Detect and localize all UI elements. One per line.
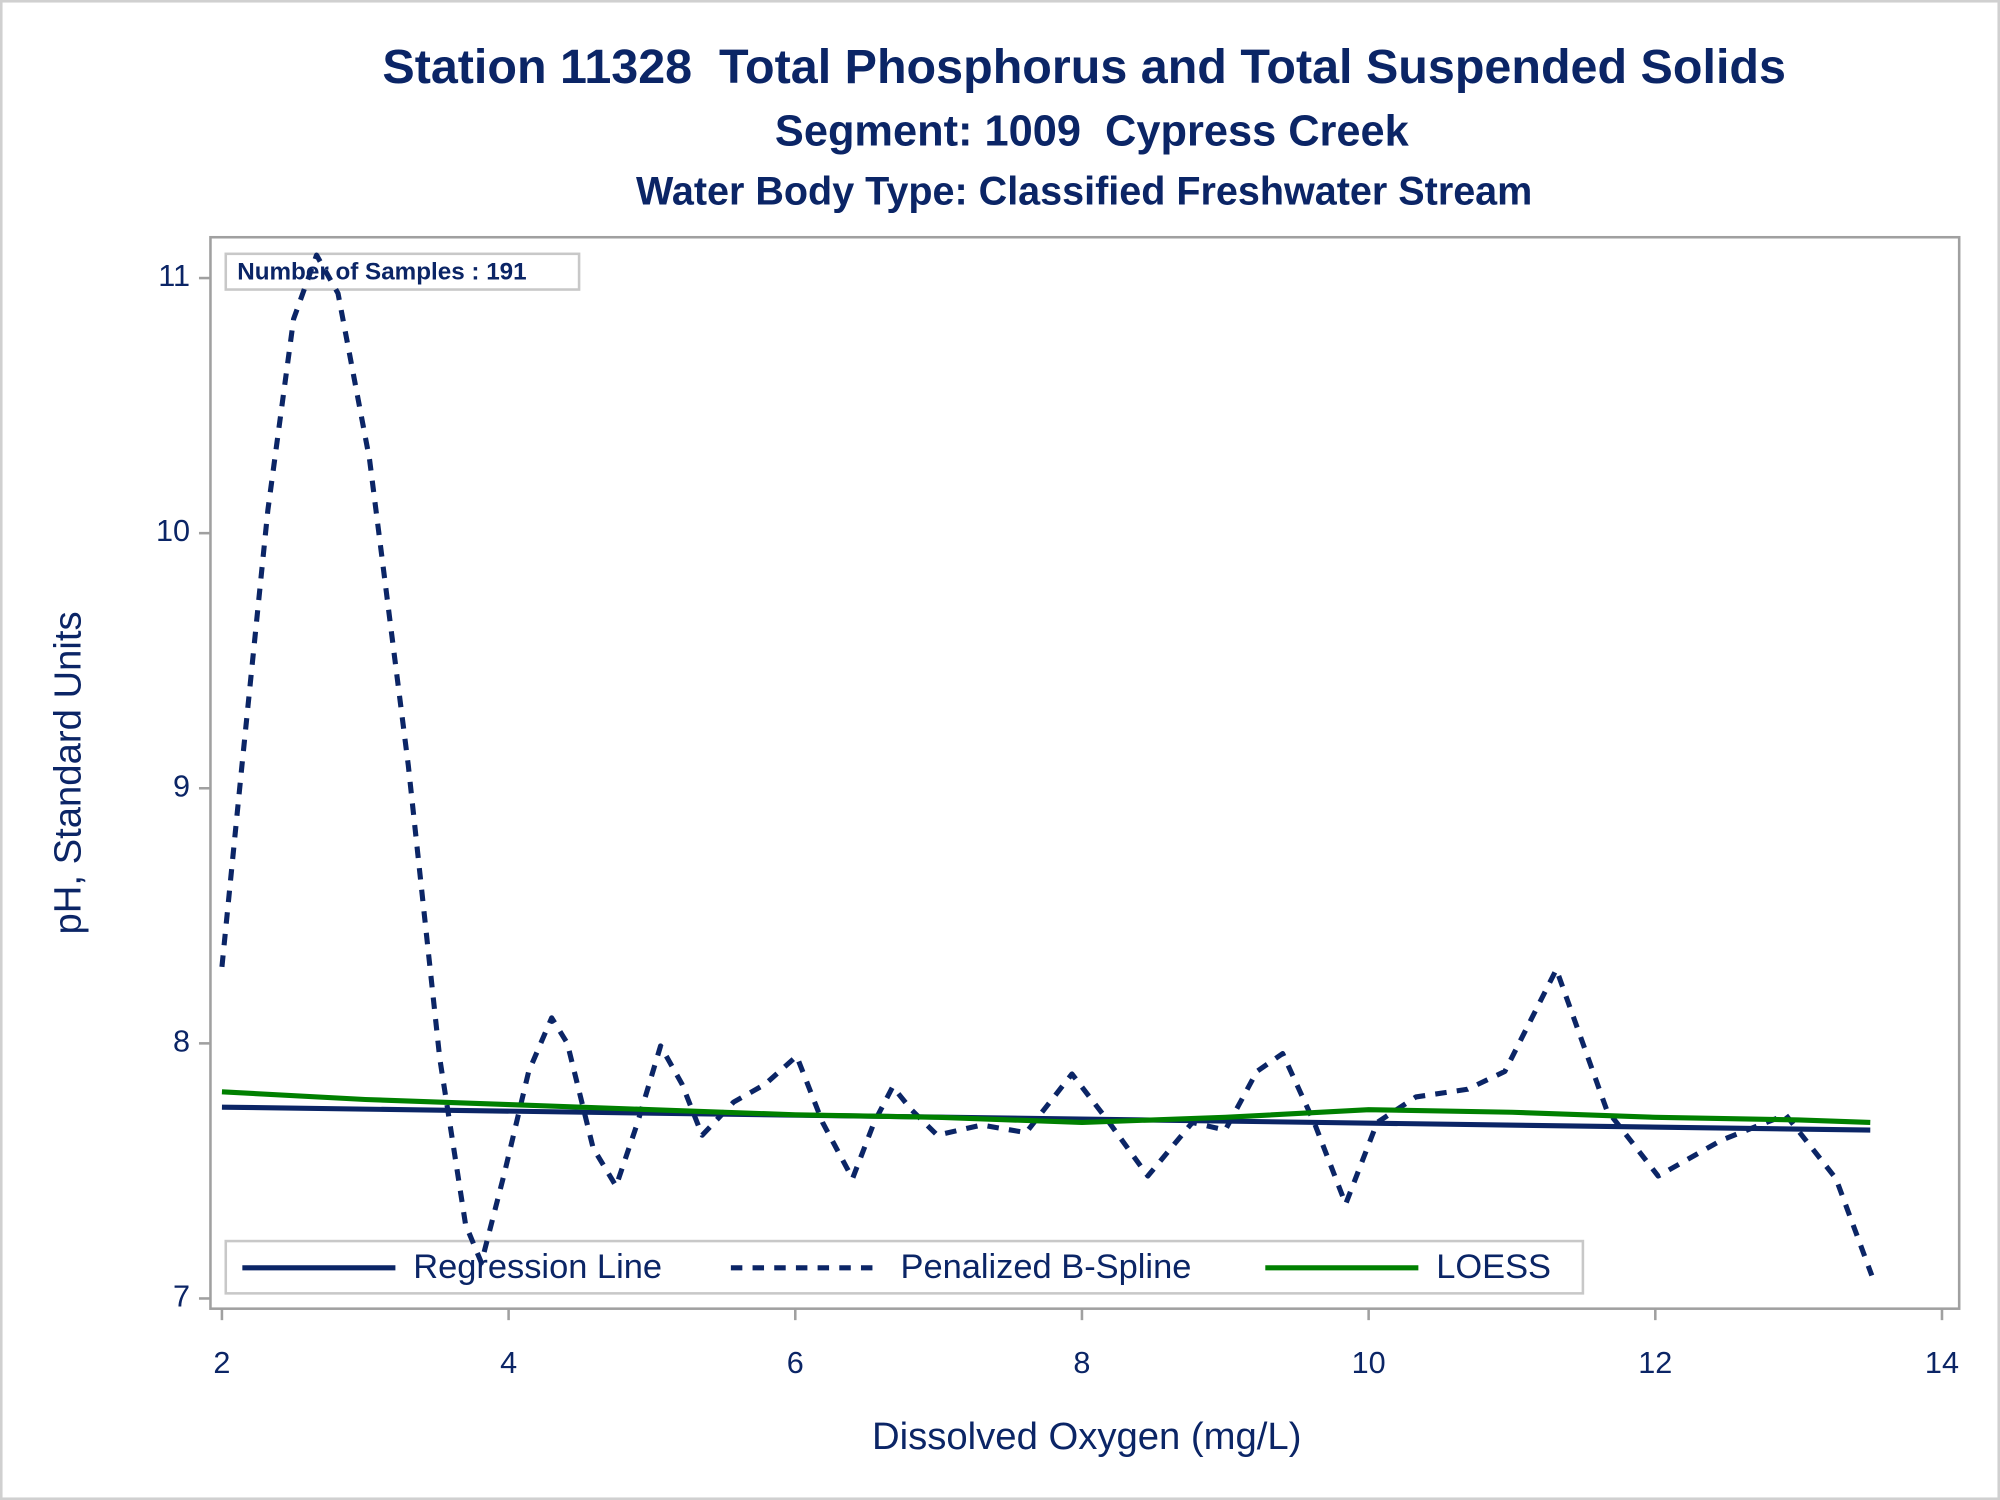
chart-subtitle: Segment: 1009 Cypress Creek (775, 107, 1410, 155)
annotation: Number of Samples : 191 (237, 258, 526, 285)
series-line (219, 252, 1875, 1277)
x-tick-label: 4 (500, 1346, 517, 1380)
x-tick-label: 14 (1925, 1346, 1959, 1380)
y-tick-label: 8 (173, 1024, 190, 1058)
x-tick-label: 6 (787, 1346, 804, 1380)
plot-frame (209, 235, 1961, 1310)
legend-label: LOESS (1436, 1248, 1551, 1286)
x-tick-label: 8 (1073, 1346, 1090, 1380)
chart-subtitle: Water Body Type: Classified Freshwater S… (636, 169, 1532, 213)
x-tick-label: 12 (1638, 1346, 1672, 1380)
x-axis-label: Dissolved Oxygen (mg/L) (872, 1415, 1301, 1458)
chart-title: Station 11328 Total Phosphorus and Total… (382, 40, 1786, 94)
series-line (221, 1089, 1871, 1125)
x-tick-label: 10 (1352, 1346, 1386, 1380)
legend-label: Regression Line (413, 1248, 662, 1286)
y-axis-label: pH, Standard Units (46, 611, 89, 934)
y-tick-label: 10 (156, 514, 190, 548)
y-tick-label: 9 (173, 769, 190, 803)
x-tick-label: 2 (213, 1346, 230, 1380)
annotation-box (224, 252, 581, 291)
y-tick-label: 7 (173, 1280, 190, 1314)
legend-label: Penalized B-Spline (901, 1248, 1192, 1286)
y-tick-label: 11 (158, 259, 190, 293)
